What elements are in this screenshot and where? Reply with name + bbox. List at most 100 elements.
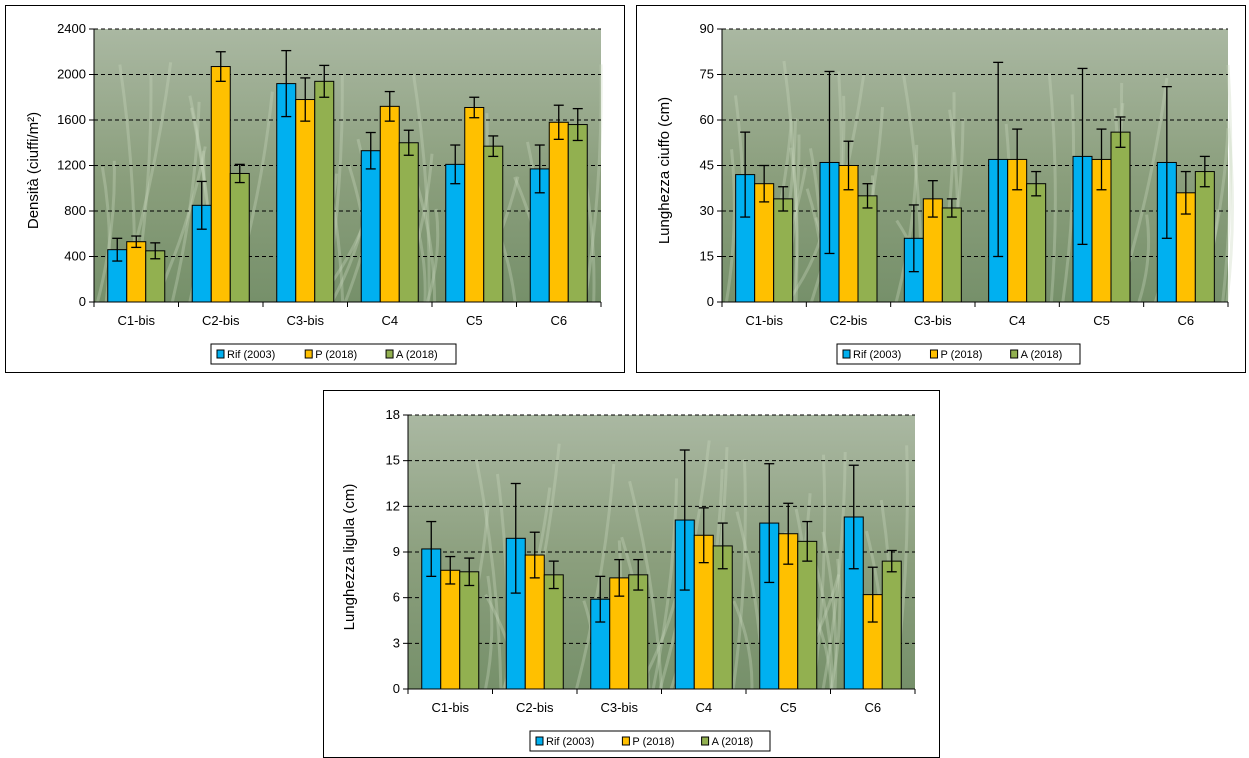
legend-label: P (2018) [315,349,357,361]
y-tick-label: 60 [700,112,714,127]
legend-swatch [621,736,630,746]
seagrass-blade [96,160,116,303]
x-tick-label: C4 [695,700,712,715]
chart-panel-density: 0 400 800 1200 1600 2000 2400 Densità (ciuffi/m… [5,5,625,373]
y-tick-label: 18 [386,407,400,422]
legend-label: P (2018) [940,349,982,361]
chart-panel-shoot-length: 0 15 30 45 60 75 90 Lunghezza ciuffo (cm) C1-bis… [636,5,1246,373]
seagrass-blade [829,558,842,690]
legend-swatch [216,349,225,359]
legend-box [210,343,457,365]
y-tick-label: 90 [700,21,714,36]
legend-label: Rif (2003) [546,736,594,748]
y-tick-label: 15 [386,453,400,468]
x-tick-label: C1-bis [431,700,469,715]
bar-a [483,145,504,303]
y-tick-label: 3 [393,635,400,650]
legend-label: P (2018) [632,736,674,748]
x-tick-label: C3-bis [600,700,638,715]
seagrass-blade [724,149,736,303]
seagrass-blade [484,575,494,690]
bar-p [548,121,569,303]
seagrass-blade [1047,73,1057,303]
bar-a [1110,131,1131,303]
seagrass-blade [1221,64,1233,303]
bar-a [857,195,878,303]
y-tick-label: 15 [700,249,714,264]
y-tick-label: 1200 [57,158,86,173]
bar-a [1194,171,1215,303]
y-tick-label: 1600 [57,112,86,127]
bar-p [126,241,147,303]
seagrass-blade [425,208,440,303]
x-tick-label: C1-bis [117,313,155,328]
chart-panel-ligula-length: 0 3 6 9 12 15 18 Lunghezza ligula (cm) C1-bis C2-… [323,390,940,758]
bar-a [941,207,962,303]
legend-label: Rif (2003) [853,349,901,361]
bar-a [773,198,794,303]
bar-rif [360,150,381,303]
y-tick-label: 0 [79,294,86,309]
y-tick-label: 2000 [57,67,86,82]
y-tick-label: 75 [700,67,714,82]
x-tick-label: C2-bis [830,313,868,328]
y-tick-label: 0 [707,294,714,309]
seagrass-blade [170,101,201,303]
x-tick-label: C6 [1178,313,1195,328]
seagrass-blade [651,478,679,690]
seagrass-blade [583,64,603,303]
bar-a [567,124,588,303]
x-tick-label: C6 [864,700,881,715]
seagrass-blade [894,144,919,303]
legend-label: Rif (2003) [227,349,275,361]
seagrass-blade [821,452,847,690]
seagrass-blade [411,73,431,303]
x-tick-label: C5 [466,313,483,328]
bar-a [459,571,480,690]
legend-box [836,343,1081,365]
legend-label: A (2018) [712,736,754,748]
density-chart: 0 400 800 1200 1600 2000 2400 Densità (ciuffi/m… [25,21,603,365]
y-tick-label: 45 [700,158,714,173]
shoot-length-chart: 0 15 30 45 60 75 90 Lunghezza ciuffo (cm) C1-bis… [656,21,1234,365]
x-tick-label: C4 [381,313,398,328]
bar-rif [445,163,466,303]
x-tick-label: C5 [1093,313,1110,328]
y-axis-title: Densità (ciuffi/m²) [25,112,42,229]
ligula-length-chart: 0 3 6 9 12 15 18 Lunghezza ligula (cm) C1-bis C2-… [341,407,916,752]
legend-box [529,730,771,752]
x-tick-label: C3-bis [914,313,952,328]
x-tick-label: C1-bis [745,313,783,328]
seagrass-blade [821,531,838,690]
bar-a [229,172,250,303]
x-tick-label: C6 [550,313,567,328]
legend-swatch [535,736,544,746]
seagrass-blade [1137,214,1151,303]
y-tick-label: 30 [700,203,714,218]
x-tick-label: C5 [780,700,797,715]
bar-a [314,80,335,303]
seagrass-blade [731,459,747,690]
y-axis-title: Lunghezza ciuffo (cm) [656,97,673,244]
bar-a [628,574,649,690]
legend-swatch [385,349,394,359]
y-tick-label: 6 [393,590,400,605]
y-tick-label: 0 [393,681,400,696]
seagrass-blade [782,60,799,303]
legend-label: A (2018) [396,349,438,361]
y-tick-label: 12 [386,498,400,513]
x-tick-label: C3-bis [286,313,324,328]
bar-p [440,569,461,690]
legend-label: A (2018) [1021,349,1063,361]
legend-swatch [304,349,313,359]
y-tick-label: 9 [393,544,400,559]
bar-a [797,540,818,690]
x-tick-label: C2-bis [516,700,554,715]
bar-a [398,142,419,303]
bar-a [881,560,902,690]
seagrass-blade [1225,120,1234,303]
y-tick-label: 2400 [57,21,86,36]
legend-swatch [701,736,710,746]
bar-a [1026,183,1047,303]
bar-p [210,66,231,303]
